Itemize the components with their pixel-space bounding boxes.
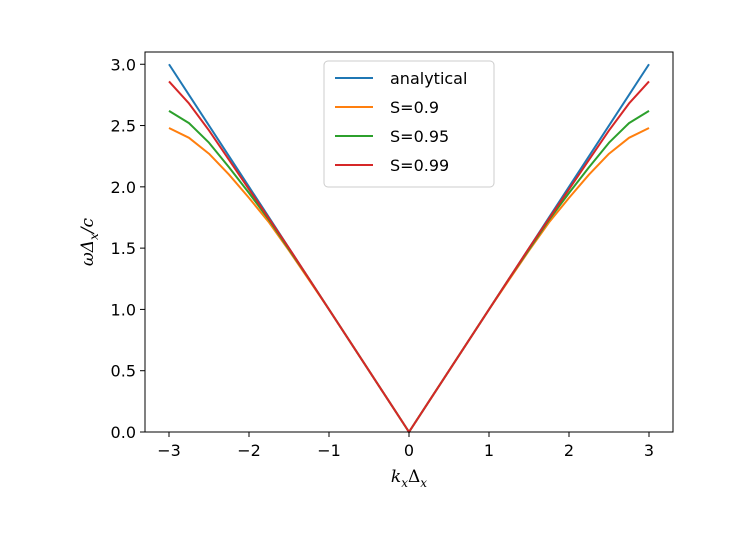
legend-entry: S=0.9 xyxy=(390,98,439,117)
x-tick-label: 2 xyxy=(564,441,574,460)
legend-entry: S=0.95 xyxy=(390,127,449,146)
legend: analytical S=0.9 S=0.95 S=0.99 xyxy=(323,60,495,188)
x-tick-label: 0 xyxy=(404,441,414,460)
x-tick-label: 3 xyxy=(644,441,654,460)
y-tick-label: 0.0 xyxy=(111,423,136,442)
y-tick-label: 2.5 xyxy=(111,117,136,136)
y-tick-label: 1.0 xyxy=(111,300,136,319)
y-tick-label: 1.5 xyxy=(111,239,136,258)
legend-box xyxy=(323,60,495,188)
y-tick-label: 3.0 xyxy=(111,55,136,74)
x-tick-label: −3 xyxy=(157,441,181,460)
x-tick-label: 1 xyxy=(484,441,494,460)
legend-entry: analytical xyxy=(390,69,467,88)
x-axis-label: kxΔx xyxy=(391,467,427,490)
y-tick-label: 2.0 xyxy=(111,178,136,197)
x-tick-label: −1 xyxy=(317,441,341,460)
legend-entry: S=0.99 xyxy=(390,156,449,175)
ticks-layer: −3 −2 −1 0 1 2 3 0.0 0.5 1.0 1.5 2.0 2.5 3.0 xyxy=(111,55,655,460)
x-tick-label: −2 xyxy=(237,441,261,460)
y-tick-label: 0.5 xyxy=(111,362,136,381)
y-axis-label: ωΔx/c xyxy=(78,217,101,266)
